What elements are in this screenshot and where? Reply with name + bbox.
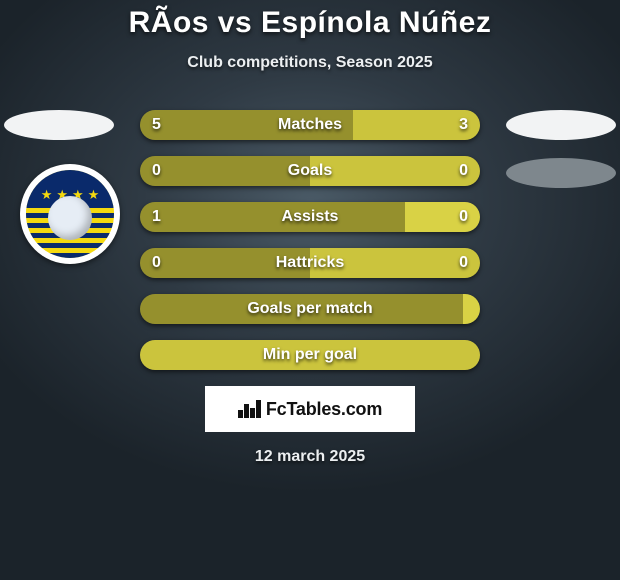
- stat-row: 00Goals: [140, 156, 480, 186]
- stat-label: Goals per match: [140, 294, 480, 324]
- stat-label: Hattricks: [140, 248, 480, 278]
- stat-row: Goals per match: [140, 294, 480, 324]
- footer-brand: FcTables.com: [205, 386, 415, 432]
- stat-row: Min per goal: [140, 340, 480, 370]
- club-badge: ★ ★ ★ ★: [20, 164, 120, 264]
- stat-label: Assists: [140, 202, 480, 232]
- stat-row: 10Assists: [140, 202, 480, 232]
- star-icon: ★: [41, 188, 53, 201]
- star-icon: ★: [88, 188, 100, 201]
- player-right-oval-2: [506, 158, 616, 188]
- subtitle: Club competitions, Season 2025: [0, 54, 620, 72]
- page-title: RÃ­os vs Espínola Núñez: [0, 0, 620, 40]
- club-badge-ball: [48, 196, 92, 240]
- footer-brand-text: FcTables.com: [266, 399, 382, 420]
- player-right-oval-1: [506, 110, 616, 140]
- stat-label: Goals: [140, 156, 480, 186]
- player-left-oval: [4, 110, 114, 140]
- stat-label: Matches: [140, 110, 480, 140]
- bar-chart-icon: [238, 400, 260, 418]
- stat-label: Min per goal: [140, 340, 480, 370]
- stat-row: 00Hattricks: [140, 248, 480, 278]
- stat-bars: 53Matches 00Goals 10Assists 00Hattricks Goal…: [140, 110, 480, 370]
- stat-row: 53Matches: [140, 110, 480, 140]
- club-badge-inner: ★ ★ ★ ★: [26, 170, 114, 258]
- date: 12 march 2025: [0, 448, 620, 466]
- content: RÃ­os vs Espínola Núñez Club competition…: [0, 0, 620, 466]
- stats-section: ★ ★ ★ ★ 53Matches 00Goals 10Assists 00Hattr…: [0, 110, 620, 370]
